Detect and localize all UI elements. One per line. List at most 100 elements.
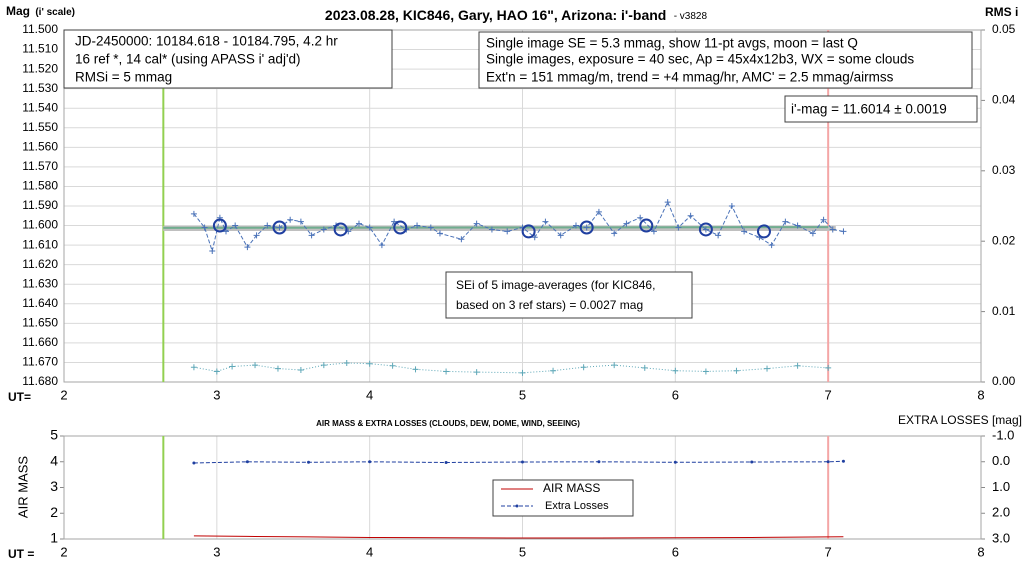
point xyxy=(253,232,260,239)
x-tick-label: 2 xyxy=(60,544,67,559)
y-label-note: (i' scale) xyxy=(35,7,75,18)
point xyxy=(343,359,350,366)
point xyxy=(307,460,311,464)
point xyxy=(320,362,327,369)
point xyxy=(687,212,694,219)
legend-label: Extra Losses xyxy=(545,500,609,512)
x-tick-label: 6 xyxy=(672,387,679,402)
point xyxy=(531,234,538,241)
point xyxy=(557,232,564,239)
point xyxy=(244,244,251,251)
y2-axis-title: EXTRA LOSSES [mag] xyxy=(898,413,1022,427)
point xyxy=(664,199,671,206)
y-tick-label: 11.540 xyxy=(22,100,58,114)
point xyxy=(768,242,775,249)
point xyxy=(741,228,748,235)
annotation-text: RMSi = 5 mmag xyxy=(75,70,172,85)
point xyxy=(427,224,434,231)
point xyxy=(715,232,722,239)
annotation-box xyxy=(63,29,393,89)
point xyxy=(611,362,618,369)
y2-tick-label: 1.0 xyxy=(992,479,1010,494)
y2-tick-label: 3.0 xyxy=(992,530,1010,545)
chart-subtitle: - v3828 xyxy=(674,11,708,22)
y2-axis-title: RMS i xyxy=(985,5,1018,19)
point xyxy=(264,222,271,229)
annotation-text: Single image SE = 5.3 mmag, show 11-pt a… xyxy=(486,36,858,51)
y2-tick-label: 0.00 xyxy=(992,374,1016,388)
point xyxy=(826,460,830,464)
point xyxy=(229,363,236,370)
y-tick-label: 11.600 xyxy=(22,218,58,232)
point xyxy=(297,218,304,225)
point xyxy=(368,460,372,464)
point xyxy=(212,218,227,233)
point xyxy=(672,367,679,374)
point xyxy=(521,224,536,239)
y-tick-label: 5 xyxy=(50,427,58,443)
series-line xyxy=(193,535,844,539)
y-tick-label: 11.630 xyxy=(22,276,58,290)
series-line xyxy=(163,226,829,229)
y2-tick-label: 0.02 xyxy=(992,233,1016,247)
point xyxy=(597,460,601,464)
y-tick-label: 11.510 xyxy=(22,42,58,56)
y-tick-label: 11.650 xyxy=(22,316,58,330)
annotation-text: i'-mag = 11.6014 ± 0.0019 xyxy=(791,102,947,117)
x-tick-label: 8 xyxy=(977,544,984,559)
point xyxy=(794,222,801,229)
point xyxy=(276,224,283,231)
y2-tick-label: 0.05 xyxy=(992,22,1016,36)
y2-tick-label: 0.04 xyxy=(992,93,1016,107)
annotation-text: JD-2450000: 10184.618 - 10184.795, 4.2 h… xyxy=(75,34,338,49)
y-tick-label: 11.520 xyxy=(22,61,58,75)
point xyxy=(378,242,385,249)
point xyxy=(272,220,287,235)
annotation-box xyxy=(445,271,693,319)
chart-title: AIR MASS & EXTRA LOSSES (CLOUDS, DEW, DO… xyxy=(316,419,580,428)
point xyxy=(825,364,832,371)
point xyxy=(756,224,771,239)
point xyxy=(209,247,216,254)
point xyxy=(698,222,713,237)
legend-label: AIR MASS xyxy=(543,481,600,495)
y-label: Mag xyxy=(6,4,30,18)
point xyxy=(444,461,448,465)
point xyxy=(443,368,450,375)
annotation-text: SEi of 5 image-averages (for KIC846, xyxy=(456,278,655,292)
point xyxy=(702,226,709,233)
x-tick-label: 7 xyxy=(825,387,832,402)
y-tick-label: 11.590 xyxy=(22,198,58,212)
x-axis-title: UT = xyxy=(8,547,34,561)
chart-title: 2023.08.28, KIC846, Gary, HAO 16", Arizo… xyxy=(325,7,666,23)
point xyxy=(650,228,657,235)
plot-frame xyxy=(63,435,982,540)
y2-tick-label: 0.03 xyxy=(992,163,1016,177)
point xyxy=(542,218,549,225)
point xyxy=(728,203,735,209)
point xyxy=(623,220,630,227)
point xyxy=(287,216,294,223)
series-line xyxy=(193,200,844,253)
y-tick-label: 11.550 xyxy=(22,120,58,134)
point xyxy=(391,218,398,225)
point xyxy=(252,362,259,369)
point xyxy=(673,460,677,464)
point xyxy=(641,364,648,371)
chart-title-line: 2023.08.28, KIC846, Gary, HAO 16", Arizo… xyxy=(325,7,708,23)
point xyxy=(473,220,480,227)
y2-tick-label: 2.0 xyxy=(992,505,1010,520)
point xyxy=(637,214,644,221)
legend-swatch-dot xyxy=(515,504,519,508)
y-tick-label: 11.610 xyxy=(22,237,58,251)
point xyxy=(521,460,524,464)
y2-tick-label: -1.0 xyxy=(992,427,1014,442)
point xyxy=(245,460,249,464)
point xyxy=(580,364,587,371)
point xyxy=(201,224,208,231)
x-tick-label: 4 xyxy=(366,544,373,559)
point xyxy=(389,362,396,369)
point xyxy=(639,218,654,233)
point xyxy=(333,222,348,237)
